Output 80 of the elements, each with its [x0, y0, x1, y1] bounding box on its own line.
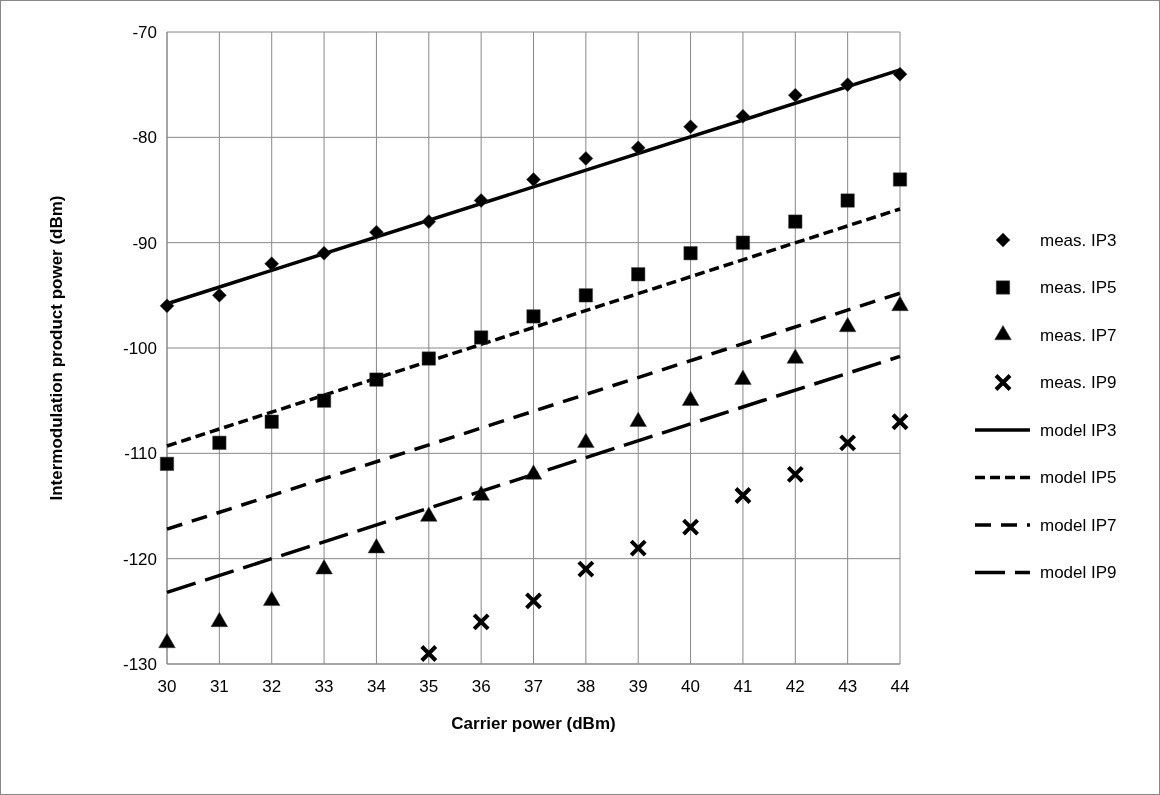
x-tick-label: 34 — [366, 677, 386, 696]
point — [576, 560, 595, 579]
point — [212, 435, 227, 450]
y-tick-label: -100 — [122, 338, 157, 358]
point — [630, 140, 646, 156]
y-tick-label: -110 — [124, 444, 157, 464]
point — [316, 245, 332, 261]
point — [681, 518, 700, 537]
point — [788, 87, 803, 103]
x-tick-label: 36 — [471, 677, 491, 696]
point — [683, 119, 698, 135]
y-tick-label: -120 — [122, 549, 157, 569]
point — [472, 485, 490, 501]
x-tick-label: 44 — [890, 677, 910, 696]
point — [369, 224, 384, 240]
point — [159, 298, 175, 314]
x-axis-title: Carrier power (dBm) — [451, 714, 616, 733]
point — [526, 172, 541, 187]
point — [369, 372, 384, 387]
x-tick-label: 40 — [681, 677, 701, 696]
y-tick-label: -90 — [132, 233, 157, 253]
point — [891, 412, 909, 431]
point — [263, 590, 281, 606]
point — [840, 77, 855, 92]
x-tick-label: 32 — [262, 677, 282, 696]
point — [892, 66, 908, 82]
point — [367, 538, 385, 554]
y-tick-label: -70 — [132, 22, 157, 42]
point — [838, 433, 857, 452]
point — [578, 151, 594, 166]
y-axis-title: Intermodulation product power (dBm) — [47, 195, 66, 501]
point — [474, 330, 489, 345]
point — [421, 351, 436, 366]
legend-label: model IP9 — [1040, 563, 1117, 583]
point — [264, 414, 279, 429]
legend-label: meas. IP3 — [1040, 230, 1117, 250]
legend-label: model IP7 — [1040, 515, 1117, 535]
point — [158, 633, 176, 648]
point — [524, 464, 543, 480]
point — [524, 591, 543, 610]
point — [315, 559, 333, 575]
x-tick-label: 42 — [785, 677, 805, 696]
x-tick-label: 39 — [628, 677, 648, 696]
point — [264, 256, 279, 271]
x-tick-label: 38 — [576, 677, 596, 696]
legend-label: meas. IP9 — [1040, 373, 1117, 393]
point — [788, 214, 803, 229]
x-tick-label: 31 — [209, 677, 229, 696]
point — [160, 456, 174, 471]
point — [735, 235, 750, 250]
x-tick-label: 33 — [314, 677, 334, 696]
point — [421, 214, 437, 229]
point — [629, 539, 648, 558]
legend-label: meas. IP7 — [1040, 325, 1117, 345]
point — [419, 644, 438, 663]
y-tick-label: -80 — [132, 128, 157, 148]
x-tick-label: 30 — [157, 677, 177, 696]
point — [212, 288, 227, 303]
point — [472, 612, 491, 631]
x-tick-label: 35 — [419, 677, 439, 696]
point — [683, 246, 698, 261]
point — [733, 486, 752, 505]
point — [420, 506, 438, 522]
point — [631, 267, 646, 282]
point — [473, 193, 489, 208]
y-tick-label: -130 — [122, 654, 157, 674]
legend-label: meas. IP5 — [1040, 278, 1117, 298]
x-tick-label: 41 — [733, 677, 753, 696]
x-tick-label: 37 — [524, 677, 543, 696]
point — [735, 109, 751, 124]
point — [893, 172, 907, 187]
point — [210, 612, 228, 627]
point — [786, 465, 805, 484]
point — [578, 288, 593, 303]
legend-label: model IP3 — [1040, 420, 1117, 440]
point — [526, 309, 541, 324]
x-tick-label: 43 — [838, 677, 858, 696]
point — [840, 193, 855, 208]
point — [317, 393, 332, 408]
legend-label: model IP5 — [1040, 468, 1117, 488]
